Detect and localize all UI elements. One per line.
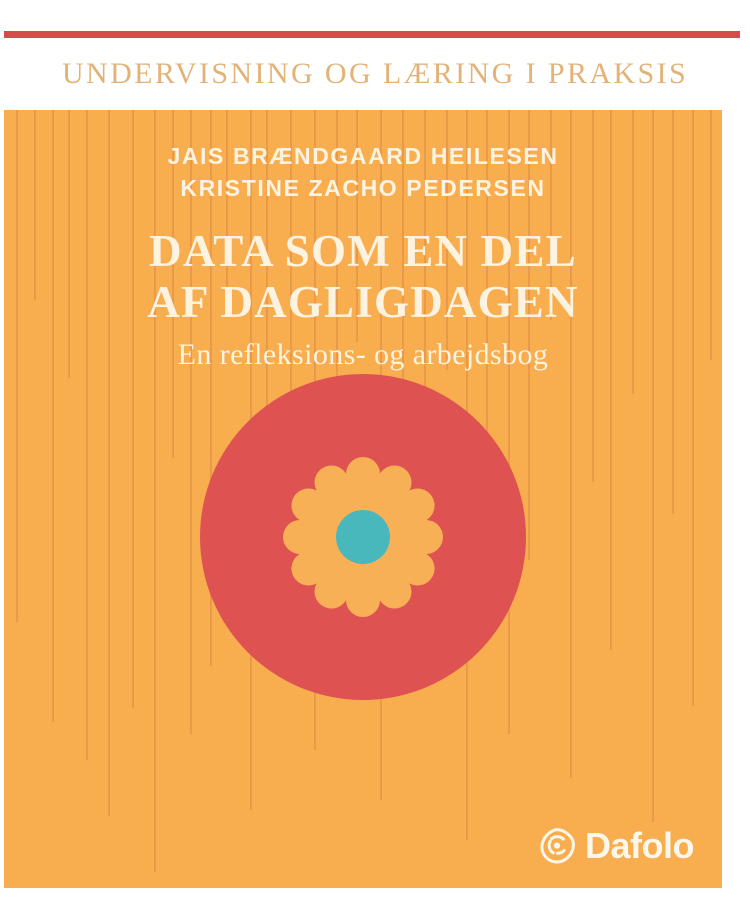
cover-text-block: JAIS BRÆNDGAARD HEILESEN KRISTINE ZACHO … <box>4 140 722 373</box>
series-title: UNDERVISNING OG LÆRING I PRAKSIS <box>61 57 689 90</box>
flower-petals-group <box>268 442 458 632</box>
book-subtitle: En refleksions- og arbejdsbog <box>177 338 549 371</box>
cover-orange-panel: JAIS BRÆNDGAARD HEILESEN KRISTINE ZACHO … <box>4 110 722 888</box>
publisher-logo: Dafolo <box>539 825 695 866</box>
author-name-2: KRISTINE ZACHO PEDERSEN <box>180 175 546 201</box>
top-red-rule <box>4 31 740 38</box>
flower-emblem <box>200 374 526 700</box>
author-name-1: JAIS BRÆNDGAARD HEILESEN <box>167 143 559 169</box>
book-title-line-2: AF DAGLIGDAGEN <box>147 277 579 327</box>
book-title-line-1: DATA SOM EN DEL <box>149 226 577 276</box>
book-title: DATA SOM EN DEL AF DAGLIGDAGEN <box>4 226 722 328</box>
publisher-name: Dafolo <box>585 825 695 866</box>
flower-center-circle <box>336 510 390 564</box>
dafolo-swirl-icon <box>540 828 575 864</box>
